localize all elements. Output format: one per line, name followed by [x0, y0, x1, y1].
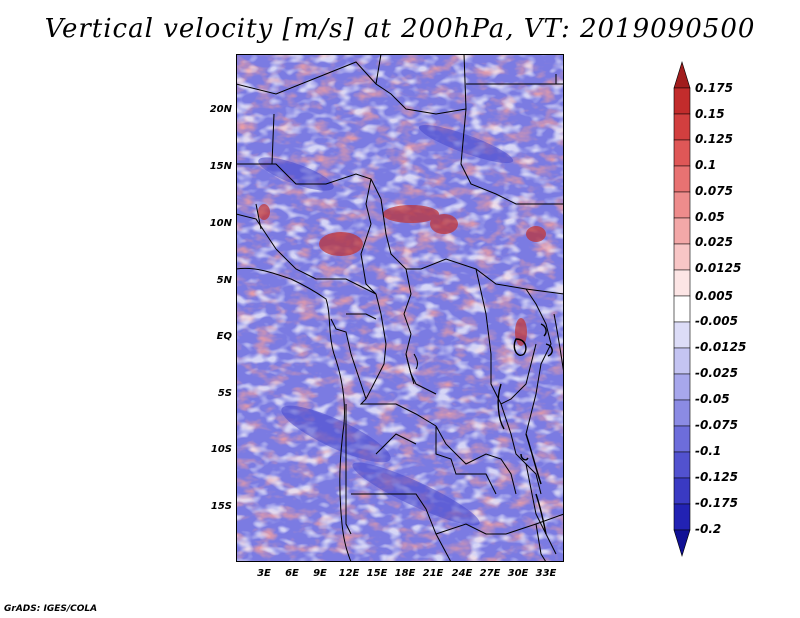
- colorbar-label: 0.075: [695, 184, 733, 198]
- lake-outlines: [497, 323, 553, 535]
- colorbar-bin: [673, 191, 691, 219]
- colorbar-label: -0.175: [695, 496, 738, 510]
- lon-label: 15E: [366, 568, 388, 579]
- colorbar-label: 0.125: [695, 132, 733, 146]
- chart-title: Vertical velocity [m/s] at 200hPa, VT: 2…: [44, 14, 756, 44]
- colorbar-bin: [673, 425, 691, 453]
- colorbar-label: -0.2: [695, 522, 722, 536]
- colorbar-label: 0.0125: [695, 261, 742, 275]
- colorbar-label: -0.05: [695, 392, 730, 406]
- colorbar-bin: [673, 529, 691, 558]
- colorbar-bin: [673, 87, 691, 115]
- lon-label: 12E: [338, 568, 360, 579]
- colorbar-label: -0.005: [695, 314, 738, 328]
- colorbar-label: -0.125: [695, 470, 738, 484]
- colorbar-bin: [673, 373, 691, 401]
- colorbar-bin: [673, 60, 691, 89]
- lat-label: 5N: [216, 275, 232, 286]
- colorbar-label: 0.05: [695, 210, 725, 224]
- colorbar-label: 0.005: [695, 289, 733, 303]
- lon-label: 27E: [479, 568, 501, 579]
- colorbar-label: 0.175: [695, 81, 733, 95]
- lon-label: 24E: [451, 568, 473, 579]
- lat-label: 15N: [209, 161, 232, 172]
- map-panel: [236, 54, 564, 562]
- lon-label: 21E: [422, 568, 444, 579]
- lon-label: 6E: [285, 568, 299, 579]
- colorbar-bin: [673, 321, 691, 349]
- lat-label: 10S: [210, 444, 232, 455]
- colorbar-bin: [673, 165, 691, 193]
- lon-label: 30E: [507, 568, 529, 579]
- lon-label: 18E: [394, 568, 416, 579]
- colorbar-label: 0.025: [695, 235, 733, 249]
- colorbar-label: -0.0125: [695, 340, 747, 354]
- colorbar-bin: [673, 451, 691, 479]
- strong-ascent-cells: [258, 204, 546, 346]
- colorbar-label: -0.1: [695, 444, 722, 458]
- vertical-velocity-field: [236, 54, 564, 562]
- lon-label: 33E: [535, 568, 557, 579]
- colorbar-bin: [673, 295, 691, 323]
- colorbar-bin: [673, 477, 691, 505]
- lat-label: 20N: [209, 104, 232, 115]
- colorbar-bin: [673, 269, 691, 297]
- lon-label: 3E: [257, 568, 271, 579]
- country-borders: [236, 54, 564, 562]
- lat-label: EQ: [216, 331, 232, 342]
- colorbar-bin: [673, 113, 691, 141]
- lon-label: 9E: [313, 568, 327, 579]
- colorbar-bin: [673, 139, 691, 167]
- colorbar-label: 0.15: [695, 107, 725, 121]
- colorbar-bin: [673, 217, 691, 245]
- lat-label: 10N: [209, 218, 232, 229]
- colorbar-label: -0.025: [695, 366, 738, 380]
- software-credit: GrADS: IGES/COLA: [4, 604, 98, 614]
- colorbar-bin: [673, 503, 691, 531]
- colorbar-bin: [673, 243, 691, 271]
- lat-label: 5S: [217, 388, 232, 399]
- colorbar-label: 0.1: [695, 158, 717, 172]
- lat-label: 15S: [210, 501, 232, 512]
- colorbar-bin: [673, 399, 691, 427]
- colorbar-bin: [673, 347, 691, 375]
- map-frame: [236, 54, 564, 562]
- colorbar-label: -0.075: [695, 418, 738, 432]
